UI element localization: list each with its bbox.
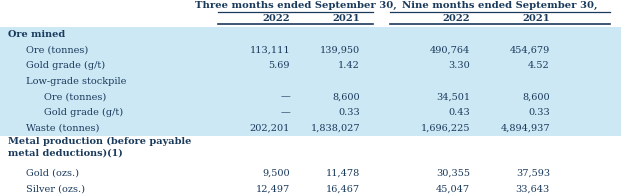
Text: —: — — [280, 92, 290, 101]
Text: 12,497: 12,497 — [256, 184, 290, 193]
Text: 37,593: 37,593 — [516, 169, 550, 178]
Text: 139,950: 139,950 — [320, 46, 360, 55]
Text: 9,500: 9,500 — [263, 169, 290, 178]
Bar — [0, 27, 621, 135]
Text: 113,111: 113,111 — [250, 46, 290, 55]
Text: 2022: 2022 — [263, 14, 290, 23]
Text: 2021: 2021 — [332, 14, 360, 23]
Text: 0.43: 0.43 — [448, 108, 470, 117]
Text: Ore (tonnes): Ore (tonnes) — [26, 46, 88, 55]
Text: 202,201: 202,201 — [250, 123, 290, 132]
Text: 490,764: 490,764 — [430, 46, 470, 55]
Text: 16,467: 16,467 — [326, 184, 360, 193]
Text: 2022: 2022 — [442, 14, 470, 23]
Text: Nine months ended September 30,: Nine months ended September 30, — [402, 1, 598, 10]
Text: 1,696,225: 1,696,225 — [420, 123, 470, 132]
Text: Three months ended September 30,: Three months ended September 30, — [194, 1, 396, 10]
Text: 8,600: 8,600 — [522, 92, 550, 101]
Text: Silver (ozs.): Silver (ozs.) — [26, 184, 85, 193]
Bar — [0, 0, 621, 27]
Text: Low-grade stockpile: Low-grade stockpile — [26, 77, 127, 86]
Text: Gold (ozs.): Gold (ozs.) — [26, 169, 79, 178]
Text: 4.52: 4.52 — [528, 61, 550, 70]
Text: 0.33: 0.33 — [528, 108, 550, 117]
Text: 1,838,027: 1,838,027 — [310, 123, 360, 132]
Text: 454,679: 454,679 — [510, 46, 550, 55]
Text: Ore mined: Ore mined — [8, 30, 65, 39]
Text: 34,501: 34,501 — [436, 92, 470, 101]
Text: 8,600: 8,600 — [332, 92, 360, 101]
Text: Gold grade (g/t): Gold grade (g/t) — [44, 108, 123, 117]
Bar — [0, 135, 621, 194]
Text: Waste (tonnes): Waste (tonnes) — [26, 123, 99, 132]
Text: Ore (tonnes): Ore (tonnes) — [44, 92, 106, 101]
Text: 5.69: 5.69 — [268, 61, 290, 70]
Text: Metal production (before payable
metal deductions)(1): Metal production (before payable metal d… — [8, 137, 191, 157]
Text: 45,047: 45,047 — [436, 184, 470, 193]
Text: 3.30: 3.30 — [448, 61, 470, 70]
Text: —: — — [280, 108, 290, 117]
Text: 4,894,937: 4,894,937 — [501, 123, 550, 132]
Text: 33,643: 33,643 — [516, 184, 550, 193]
Text: 0.33: 0.33 — [338, 108, 360, 117]
Text: Gold grade (g/t): Gold grade (g/t) — [26, 61, 105, 70]
Text: 2021: 2021 — [522, 14, 550, 23]
Text: 1.42: 1.42 — [338, 61, 360, 70]
Text: 30,355: 30,355 — [436, 169, 470, 178]
Text: 11,478: 11,478 — [326, 169, 360, 178]
